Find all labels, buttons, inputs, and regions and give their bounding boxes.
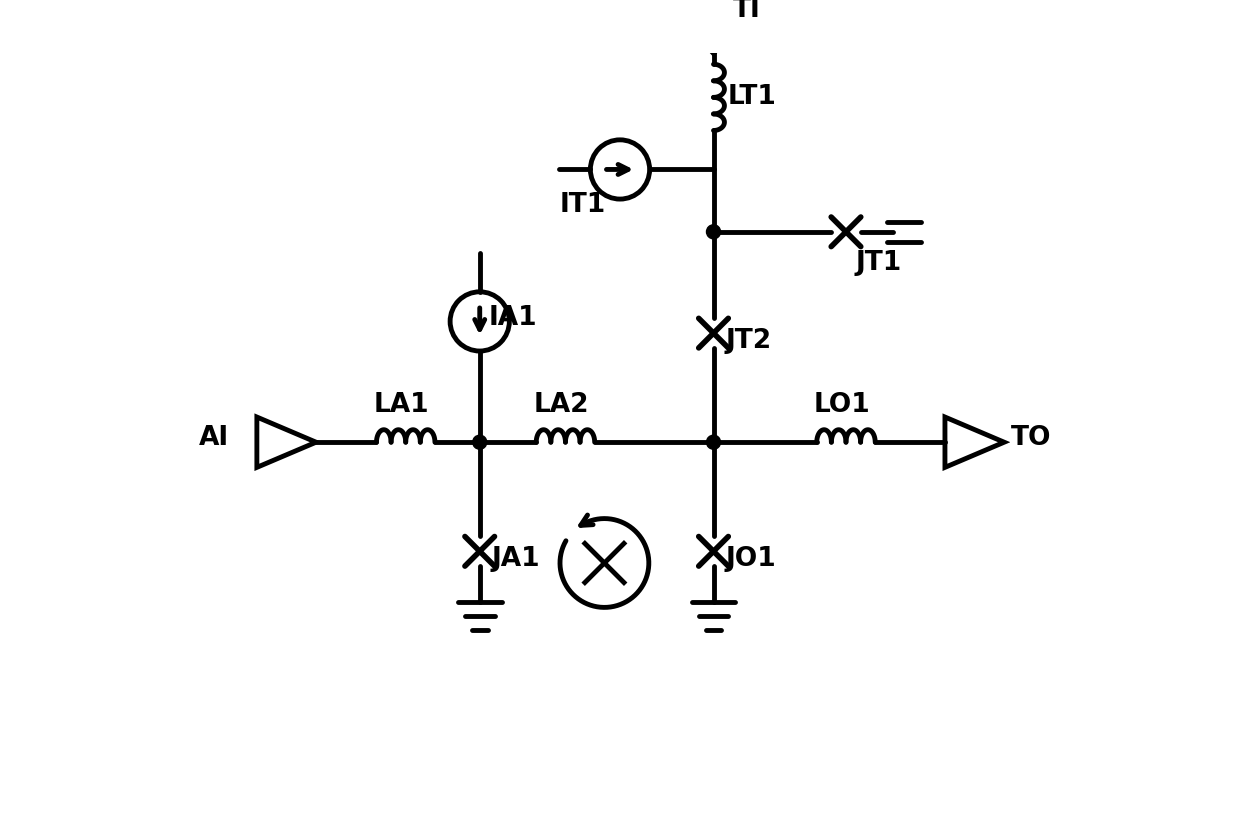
Circle shape <box>472 436 487 449</box>
Text: LA1: LA1 <box>374 392 429 418</box>
Circle shape <box>707 225 720 239</box>
Text: IT1: IT1 <box>559 191 605 217</box>
Text: JA1: JA1 <box>491 546 541 572</box>
Text: TI: TI <box>733 0 761 23</box>
Text: JT2: JT2 <box>725 328 771 354</box>
Text: JO1: JO1 <box>725 546 776 572</box>
Text: IA1: IA1 <box>489 304 538 330</box>
Text: LO1: LO1 <box>813 392 870 418</box>
Text: LT1: LT1 <box>728 84 776 110</box>
Text: TO: TO <box>1011 426 1052 451</box>
Circle shape <box>707 436 720 449</box>
Text: LA2: LA2 <box>533 392 589 418</box>
Text: AI: AI <box>198 426 229 451</box>
Text: JT1: JT1 <box>856 250 901 276</box>
